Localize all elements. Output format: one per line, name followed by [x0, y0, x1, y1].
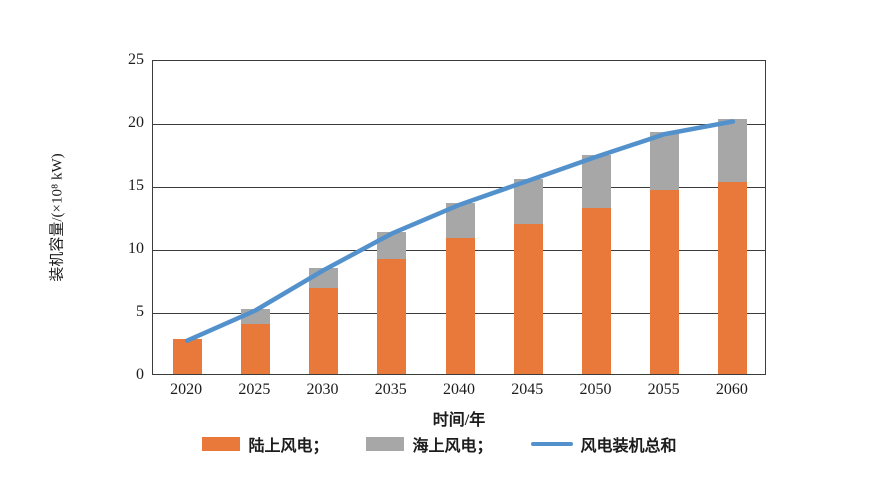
y-tick-label-10: 10: [128, 240, 144, 257]
y-tick-label-25: 25: [128, 51, 144, 68]
x-tick-label-2020: 2020: [170, 381, 203, 398]
x-axis-title: 时间/年: [432, 412, 486, 429]
legend-item-total: 风电装机总和: [530, 432, 677, 456]
x-tick-label-2050: 2050: [579, 381, 612, 398]
x-tick-label-2030: 2030: [306, 381, 339, 398]
onshore-bar-2060: [718, 182, 748, 374]
onshore-bar-2055: [650, 190, 680, 374]
onshore-bar-2030: [309, 288, 339, 374]
legend-total-label: 风电装机总和: [580, 438, 677, 455]
x-tick-label-2060: 2060: [715, 381, 748, 398]
legend-item-offshore: 海上风电；: [366, 432, 493, 456]
y-tick-label-5: 5: [136, 303, 144, 320]
plot-area: [152, 60, 766, 375]
x-tick-label-2055: 2055: [647, 381, 680, 398]
x-tick-label-2035: 2035: [374, 381, 407, 398]
offshore-bar-2035: [377, 231, 407, 260]
offshore-bar-2050: [581, 154, 611, 208]
onshore-bar-2040: [445, 237, 475, 374]
onshore-bar-2025: [240, 323, 270, 374]
x-axis-tick-labels: 2020 2025 2030 2035 2040 2045 2050 2055 2060: [152, 381, 766, 403]
total-line-layer: [184, 119, 736, 343]
offshore-swatch-icon: [366, 437, 405, 451]
legend-offshore-label: 海上风电；: [412, 438, 493, 455]
onshore-bar-2035: [377, 259, 407, 374]
y-tick-label-20: 20: [128, 114, 144, 131]
x-tick-label-2025: 2025: [238, 381, 271, 398]
x-tick-label-2045: 2045: [511, 381, 544, 398]
gridline-y-20: [153, 124, 765, 125]
onshore-swatch-icon: [202, 437, 241, 451]
total-line-swatch-icon: [530, 442, 573, 446]
y-axis-tick-labels: 0 5 10 15 20 25: [98, 51, 144, 383]
x-tick-label-2040: 2040: [442, 381, 475, 398]
y-axis-title-text: 装机容量/(×10⁸ kW): [49, 153, 66, 282]
offshore-bar-2055: [650, 132, 680, 191]
chart-legend: 陆上风电； 海上风电； 风电装机总和: [0, 432, 879, 456]
total-line: [184, 119, 736, 343]
y-tick-label-0: 0: [136, 366, 144, 383]
offshore-bar-2060: [718, 119, 748, 183]
legend-item-onshore: 陆上风电；: [202, 432, 328, 456]
y-tick-label-15: 15: [128, 177, 144, 194]
legend-onshore-label: 陆上风电；: [248, 438, 329, 455]
onshore-bar-2020: [172, 338, 202, 374]
onshore-bar-2045: [513, 224, 543, 374]
gridline-y-15: [153, 187, 765, 188]
onshore-bar-2050: [581, 207, 611, 374]
